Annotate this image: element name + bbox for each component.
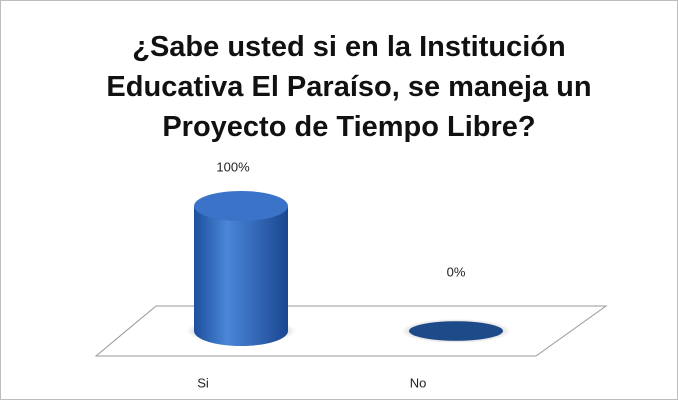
bar — [409, 321, 503, 341]
bar — [194, 206, 288, 346]
bar-top — [194, 191, 288, 221]
x-tick-label: No — [410, 375, 427, 390]
chart-title: ¿Sabe usted si en la Institución Educati… — [106, 31, 592, 143]
x-tick-label: Si — [197, 375, 209, 390]
data-label: 100% — [216, 159, 250, 174]
data-label: 0% — [447, 264, 466, 279]
floor — [94, 305, 608, 357]
